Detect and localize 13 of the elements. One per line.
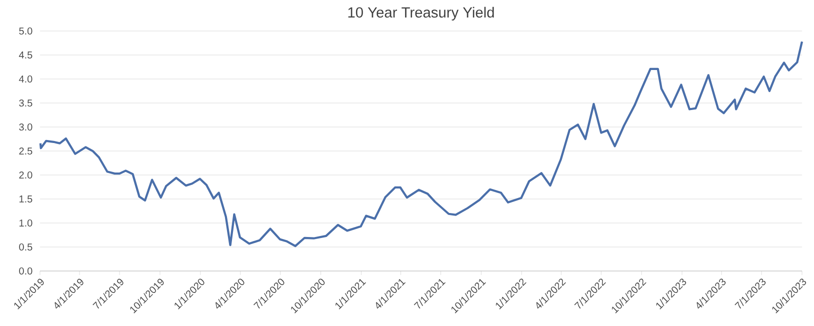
y-tick-label: 3.5 xyxy=(19,99,32,107)
y-tick-label: 0.0 xyxy=(19,267,32,275)
y-tick-label: 3.0 xyxy=(19,123,32,131)
chart-title: 10 Year Treasury Yield xyxy=(348,6,494,20)
y-tick-label: 2.5 xyxy=(19,147,32,155)
y-tick-label: 2.0 xyxy=(19,171,32,179)
y-tick-label: 4.5 xyxy=(18,52,32,59)
y-tick-label: 1.0 xyxy=(19,219,32,227)
y-tick-label: 4.0 xyxy=(18,75,32,83)
y-tick-label: 1.5 xyxy=(19,196,32,202)
y-tick-label: 0.5 xyxy=(19,243,32,251)
y-tick-label: 5.0 xyxy=(19,27,32,35)
line-series xyxy=(39,40,804,248)
